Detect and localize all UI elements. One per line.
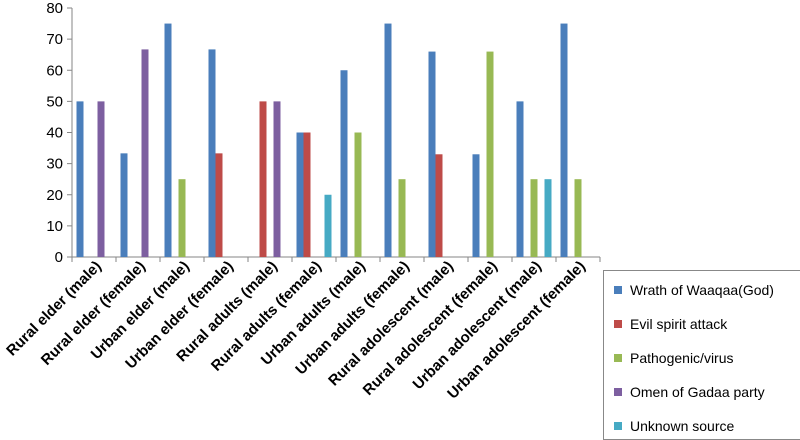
y-tick-label: 20 [46, 187, 63, 204]
legend-label: Pathogenic/virus [630, 350, 734, 366]
bar [273, 101, 281, 258]
bar [208, 49, 216, 258]
bar [164, 23, 172, 258]
x-tick-labels: Rural elder (male)Rural elder (female)Ur… [3, 258, 589, 403]
bar [560, 23, 568, 258]
y-tick-label: 40 [46, 125, 63, 142]
bar [76, 101, 84, 258]
bar [384, 23, 392, 258]
bar [544, 179, 552, 257]
bar [574, 179, 582, 257]
legend-label: Omen of Gadaa party [630, 384, 765, 400]
y-tick-label: 30 [46, 156, 63, 173]
legend-item: Pathogenic/virus [614, 347, 734, 369]
legend-swatch [614, 320, 622, 328]
legend-item: Evil spirit attack [614, 313, 727, 335]
legend-item: Unknown source [614, 415, 734, 437]
legend-swatch [614, 354, 622, 362]
bar [428, 51, 436, 257]
legend-item: Omen of Gadaa party [614, 381, 765, 403]
bar [296, 132, 304, 257]
bar [435, 154, 443, 257]
bar [141, 49, 149, 258]
bar [259, 101, 267, 258]
legend-item: Wrath of Waaqaa(God) [614, 279, 774, 301]
bar [303, 132, 311, 257]
bar [120, 153, 128, 257]
y-tick-label: 70 [46, 31, 63, 48]
legend-label: Unknown source [630, 418, 735, 434]
y-tick-label: 80 [46, 0, 63, 17]
bar [486, 51, 494, 257]
y-tick-label: 50 [46, 93, 63, 110]
bar [97, 101, 105, 258]
legend-label: Wrath of Waaqaa(God) [630, 282, 774, 298]
bar [340, 70, 348, 257]
bar [472, 154, 480, 257]
bar [324, 194, 332, 257]
legend-swatch [614, 422, 622, 430]
bar [516, 101, 524, 258]
y-tick-label: 0 [55, 249, 63, 266]
legend-swatch [614, 388, 622, 396]
bar [354, 132, 362, 257]
bar [398, 179, 406, 257]
bar [215, 153, 223, 257]
bar [530, 179, 538, 257]
y-tick-label: 10 [46, 218, 63, 235]
y-tick-labels: 0 10 20 30 40 50 60 70 80 [46, 0, 63, 266]
legend: Wrath of Waaqaa(God) Evil spirit attack Pa… [603, 270, 800, 440]
y-tick-label: 60 [46, 62, 63, 79]
legend-swatch [614, 286, 622, 294]
axes [67, 7, 601, 262]
bars [76, 23, 582, 258]
bar [178, 179, 186, 257]
legend-label: Evil spirit attack [630, 316, 728, 332]
